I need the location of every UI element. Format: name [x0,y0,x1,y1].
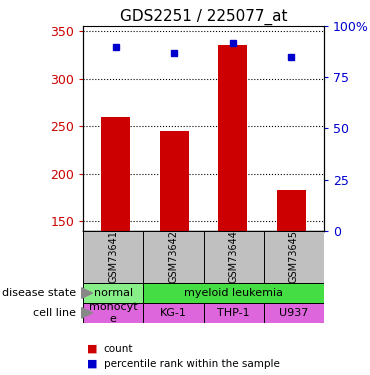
Bar [144,283,324,303]
Bar [83,283,144,303]
Text: GSM73645: GSM73645 [289,230,299,283]
Polygon shape [81,308,92,318]
Text: cell line: cell line [33,308,76,318]
Bar [218,45,248,231]
Bar [263,231,324,283]
Text: count: count [104,344,133,354]
Text: GSM73644: GSM73644 [229,230,239,283]
Text: percentile rank within the sample: percentile rank within the sample [104,359,279,369]
Text: THP-1: THP-1 [217,308,250,318]
Text: U937: U937 [279,308,308,318]
Bar [263,303,324,322]
Bar [83,303,144,322]
Bar [159,131,189,231]
Text: GSM73642: GSM73642 [168,230,178,283]
Text: monocyt
e: monocyt e [89,302,138,324]
Bar [277,190,306,231]
Text: normal: normal [94,288,133,298]
Text: GSM73641: GSM73641 [108,230,118,283]
Bar [204,303,263,322]
Polygon shape [81,288,92,298]
Bar [144,231,204,283]
Bar [83,231,144,283]
Bar [204,231,263,283]
Text: ■: ■ [87,344,97,354]
Title: GDS2251 / 225077_at: GDS2251 / 225077_at [120,9,287,25]
Bar [144,303,204,322]
Text: ■: ■ [87,359,97,369]
Text: disease state: disease state [2,288,76,298]
Text: myeloid leukemia: myeloid leukemia [184,288,283,298]
Text: KG-1: KG-1 [160,308,187,318]
Bar [101,117,130,231]
